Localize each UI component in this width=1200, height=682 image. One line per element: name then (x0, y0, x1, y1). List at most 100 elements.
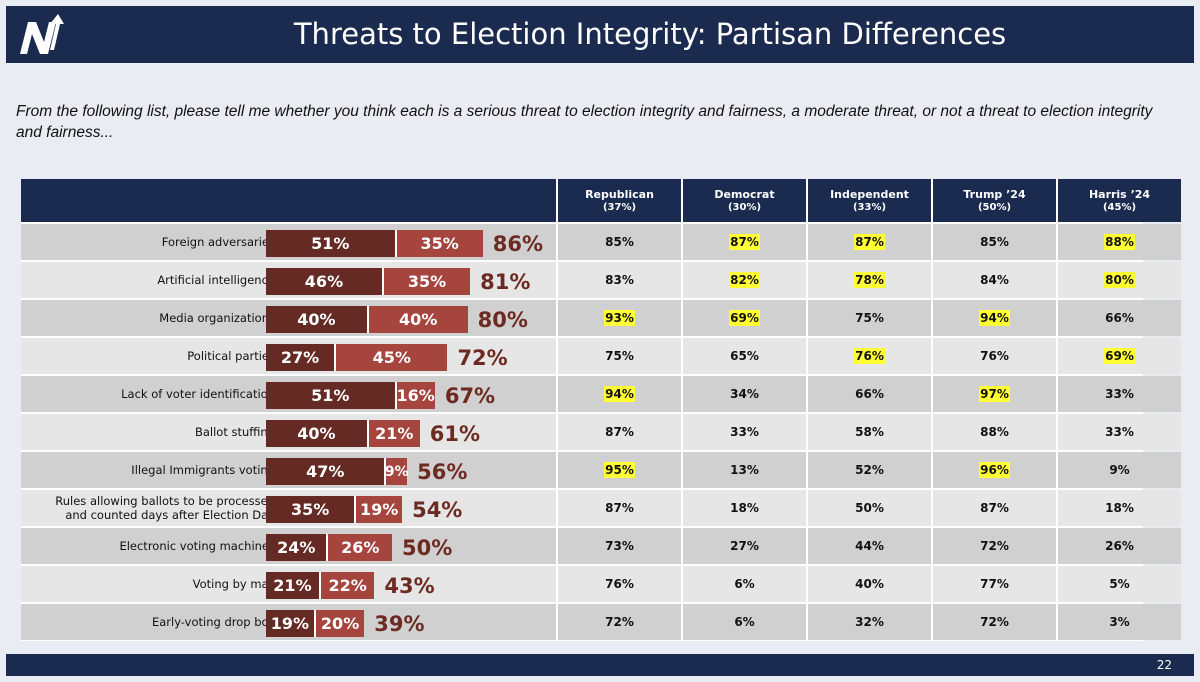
value-text: 77% (980, 577, 1009, 591)
category-label: Political parties (187, 349, 275, 363)
value-cell: 50% (808, 490, 931, 526)
value-cell-bg (683, 414, 806, 450)
value-cell-bg (1058, 490, 1181, 526)
table-row: Early-voting drop box 19% 20% 39% 72% 6% 32% 72… (21, 604, 1181, 640)
value-text: 87% (980, 501, 1009, 515)
value-text: 50% (855, 501, 884, 515)
value-cell: 18% (1058, 490, 1181, 526)
results-table: Republican (37%) Democrat (30%) Independent(… (21, 179, 1181, 641)
value-text: 72% (980, 539, 1009, 553)
column-header-share: (30%) (727, 201, 762, 213)
value-text: 65% (730, 349, 759, 363)
value-text: 75% (855, 311, 884, 325)
brand-logo-icon (20, 14, 64, 54)
value-cell: 13% (683, 452, 806, 488)
value-text: 88% (1104, 234, 1135, 250)
value-text: 6% (734, 577, 755, 591)
value-text: 82% (729, 272, 760, 288)
moderate-threat-bar: 20% (313, 610, 365, 637)
column-header-share: (33%) (852, 201, 887, 213)
table-row: Illegal Immigrants voting 47% 9% 56% 95% 13% 5… (21, 452, 1181, 488)
value-cell: 82% (683, 262, 806, 298)
value-text: 87% (854, 234, 885, 250)
value-cell: 72% (933, 604, 1056, 640)
value-cell-bg (808, 414, 931, 450)
value-cell: 95% (558, 452, 681, 488)
serious-threat-bar: 46% (266, 268, 382, 295)
moderate-threat-bar: 19% (354, 496, 403, 523)
value-cell-bg (683, 528, 806, 564)
value-text: 66% (1105, 311, 1134, 325)
category-label: Artificial intelligence (157, 273, 275, 287)
value-cell: 52% (808, 452, 931, 488)
column-header-name: Democrat (714, 187, 775, 201)
moderate-threat-bar: 26% (326, 534, 392, 561)
value-cell: 76% (808, 338, 931, 374)
value-cell-bg (933, 262, 1056, 298)
value-cell: 66% (808, 376, 931, 412)
value-text: 26% (1105, 539, 1134, 553)
moderate-threat-bar: 35% (394, 230, 483, 257)
value-text: 85% (980, 235, 1009, 249)
value-cell-bg (933, 490, 1056, 526)
table-row: Ballot stuffing 40% 21% 61% 87% 33% 58% 88% 33% (21, 414, 1181, 450)
value-cell: 40% (808, 566, 931, 602)
value-cell: 6% (683, 566, 806, 602)
value-cell-bg (683, 566, 806, 602)
serious-threat-bar: 51% (266, 382, 395, 409)
value-text: 33% (1105, 425, 1134, 439)
value-cell: 75% (808, 300, 931, 336)
value-text: 44% (855, 539, 884, 553)
value-cell-bg (1058, 452, 1181, 488)
value-text: 52% (855, 463, 884, 477)
category-label: Media organizations (159, 311, 275, 325)
value-cell: 3% (1058, 604, 1181, 640)
column-header: Republican (37%) (558, 179, 681, 222)
table-row: Media organizations 40% 40% 80% 93% 69% 75% 94%… (21, 300, 1181, 336)
value-cell: 93% (558, 300, 681, 336)
value-cell: 9% (1058, 452, 1181, 488)
value-text: 72% (605, 615, 634, 629)
value-cell: 87% (808, 224, 931, 260)
value-cell: 32% (808, 604, 931, 640)
value-cell: 87% (558, 490, 681, 526)
value-cell: 76% (558, 566, 681, 602)
value-cell: 44% (808, 528, 931, 564)
total-threat-label: 56% (417, 459, 468, 484)
category-label: Voting by mail (192, 577, 275, 591)
column-header-name: Trump ’24 (963, 187, 1026, 201)
header-blank-cell (21, 179, 556, 222)
value-cell-bg (933, 566, 1056, 602)
value-cell-bg (558, 604, 681, 640)
value-text: 66% (855, 387, 884, 401)
value-cell: 78% (808, 262, 931, 298)
value-text: 94% (604, 386, 635, 402)
value-cell-bg (558, 528, 681, 564)
value-text: 87% (605, 501, 634, 515)
value-cell: 33% (1058, 414, 1181, 450)
value-cell: 72% (933, 528, 1056, 564)
value-cell: 85% (933, 224, 1056, 260)
value-cell-bg (1058, 376, 1181, 412)
serious-threat-bar: 21% (266, 572, 319, 599)
value-cell-bg (808, 376, 931, 412)
value-text: 40% (855, 577, 884, 591)
value-cell-bg (683, 490, 806, 526)
moderate-threat-bar: 45% (334, 344, 448, 371)
table-row: Rules allowing ballots to be processed a… (21, 490, 1181, 526)
value-cell: 69% (1058, 338, 1181, 374)
value-cell: 77% (933, 566, 1056, 602)
value-text: 76% (854, 348, 885, 364)
table-row: Political parties 27% 45% 72% 75% 65% 76% 76% 69… (21, 338, 1181, 374)
value-text: 6% (734, 615, 755, 629)
value-cell-bg (808, 528, 931, 564)
value-text: 87% (729, 234, 760, 250)
page-number: 22 (1156, 658, 1172, 672)
table-row: Artificial intelligence 46% 35% 81% 83% 82% 78… (21, 262, 1181, 298)
value-text: 87% (605, 425, 634, 439)
value-cell-bg (558, 490, 681, 526)
title-bar: Threats to Election Integrity: Partisan … (6, 6, 1194, 63)
moderate-threat-bar: 9% (384, 458, 409, 485)
total-threat-label: 50% (402, 535, 453, 560)
value-text: 96% (979, 462, 1010, 478)
